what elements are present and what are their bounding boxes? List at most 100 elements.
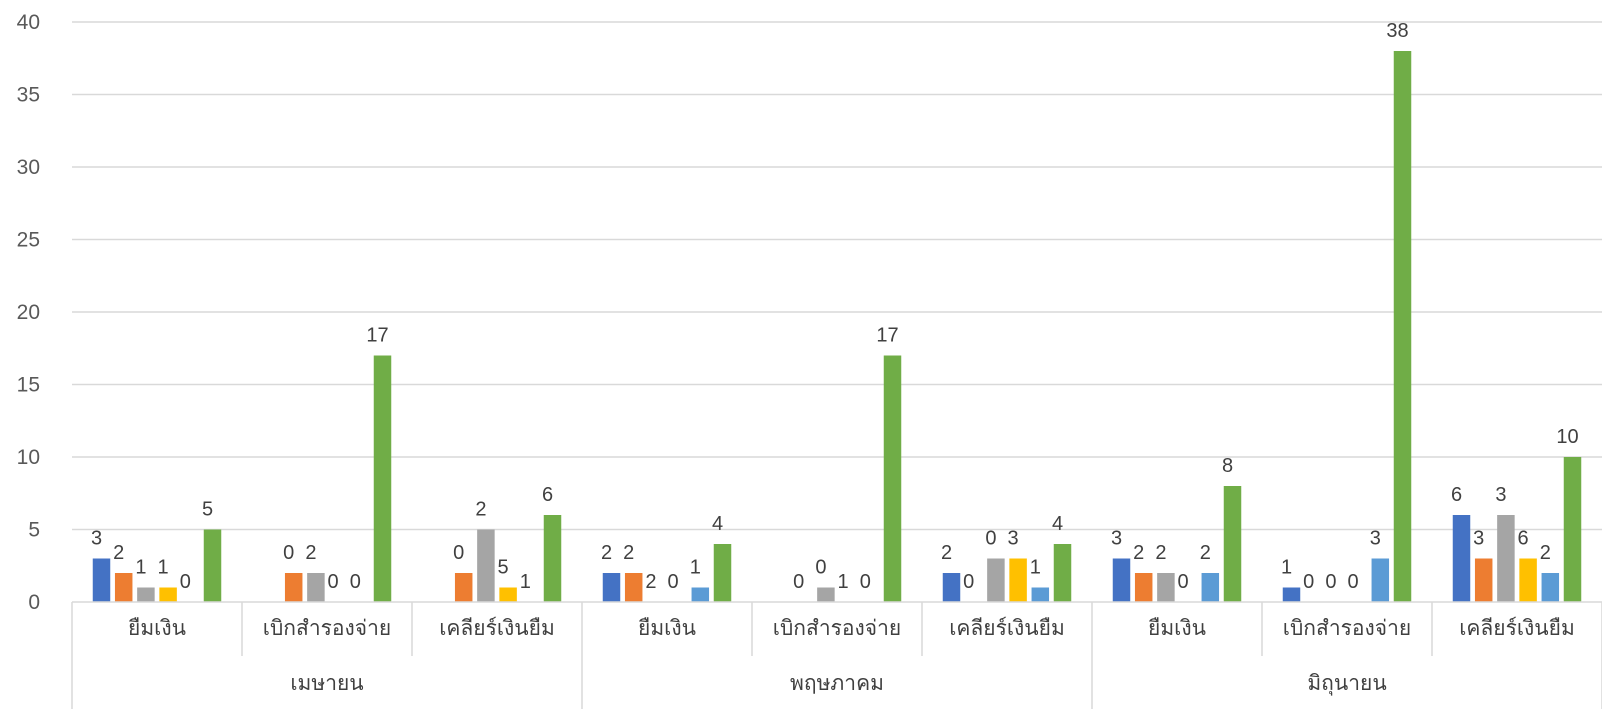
data-label: 0 [453, 542, 464, 564]
data-label: 4 [712, 513, 723, 535]
data-label: 0 [180, 571, 191, 593]
data-label: 0 [1348, 571, 1359, 593]
bar [454, 573, 473, 602]
data-label: 3 [91, 528, 102, 550]
bar [543, 515, 562, 602]
bar [817, 587, 835, 602]
data-label: 2 [113, 542, 124, 564]
bar [1371, 558, 1390, 602]
x-category-label: ยืมเงิน [638, 617, 696, 640]
data-label: 3 [1111, 528, 1122, 550]
data-label: 2 [601, 542, 612, 564]
data-label: 2 [1133, 542, 1144, 564]
data-label: 2 [305, 542, 316, 564]
bar [477, 529, 495, 602]
data-label: 6 [1518, 528, 1529, 550]
bar [1223, 486, 1242, 602]
data-label: 6 [542, 484, 553, 506]
gridlines [72, 21, 1602, 531]
bar [1393, 51, 1412, 602]
bar [284, 573, 303, 602]
bar [114, 573, 133, 602]
data-label: 2 [475, 499, 486, 521]
x-category-label: เบิกสำรองจ่าย [263, 617, 391, 640]
bar [883, 355, 902, 602]
data-label: 3 [1495, 484, 1506, 506]
y-tick-label: 0 [28, 591, 40, 614]
data-label: 3 [1473, 528, 1484, 550]
bar [1157, 573, 1175, 602]
y-tick-label: 10 [17, 446, 40, 469]
data-label: 3 [1008, 528, 1019, 550]
data-label: 0 [1303, 571, 1314, 593]
bar [1497, 515, 1515, 602]
bar [1053, 544, 1072, 602]
bar [159, 587, 177, 602]
bar [713, 544, 732, 602]
data-label: 2 [645, 571, 656, 593]
data-label: 5 [498, 557, 509, 579]
bar [1541, 573, 1560, 602]
x-category-label: ยืมเงิน [1148, 617, 1206, 640]
y-tick-label: 15 [17, 374, 40, 397]
data-label: 2 [623, 542, 634, 564]
data-label: 8 [1222, 455, 1233, 477]
bar [1201, 573, 1220, 602]
y-tick-label: 5 [28, 519, 40, 542]
x-axis: ยืมเงิน เบิกสำรองจ่าย เคลียร์เงินยืม ยืมเงิ… [71, 601, 1602, 709]
y-axis-tick-labels: 0 5 10 15 20 25 30 35 40 [17, 11, 40, 614]
bar [624, 573, 643, 602]
x-category-label: ยืมเงิน [128, 617, 186, 640]
bar [1474, 558, 1493, 602]
x-category-label: เบิกสำรองจ่าย [1283, 617, 1411, 640]
x-category-label: เคลียร์เงินยืม [1459, 616, 1575, 640]
data-label: 0 [1325, 571, 1336, 593]
bar [307, 573, 325, 602]
bar [1134, 573, 1153, 602]
data-label: 17 [366, 325, 388, 347]
y-tick-label: 30 [17, 156, 40, 179]
data-label: 1 [690, 557, 701, 579]
y-tick-label: 35 [17, 84, 40, 107]
data-label: 1 [838, 571, 849, 593]
data-label: 3 [1370, 528, 1381, 550]
data-label: 0 [793, 571, 804, 593]
bar [373, 355, 392, 602]
data-label: 0 [283, 542, 294, 564]
data-label: 0 [1178, 571, 1189, 593]
bar [203, 529, 222, 602]
data-label: 17 [876, 325, 898, 347]
data-label: 1 [1281, 557, 1292, 579]
data-label: 1 [1030, 557, 1041, 579]
y-tick-label: 25 [17, 229, 40, 252]
data-label: 1 [158, 557, 169, 579]
x-group-label: พฤษภาคม [790, 672, 884, 695]
data-label: 1 [520, 571, 531, 593]
bar [987, 558, 1005, 602]
bar [1519, 558, 1537, 602]
bar [137, 587, 155, 602]
x-category-label: เคลียร์เงินยืม [439, 616, 555, 640]
data-label: 0 [860, 571, 871, 593]
bar [499, 587, 517, 602]
data-label: 2 [1540, 542, 1551, 564]
data-label: 5 [202, 499, 213, 521]
bar [1112, 558, 1131, 602]
data-label: 4 [1052, 513, 1063, 535]
data-label: 0 [963, 571, 974, 593]
data-label: 0 [985, 528, 996, 550]
bar [691, 587, 710, 602]
data-label: 2 [1200, 542, 1211, 564]
data-label: 38 [1386, 20, 1408, 42]
y-tick-label: 20 [17, 301, 40, 324]
data-label: 10 [1556, 426, 1578, 448]
data-label: 0 [668, 571, 679, 593]
data-label: 2 [1155, 542, 1166, 564]
x-category-label: เบิกสำรองจ่าย [773, 617, 901, 640]
data-label: 2 [941, 542, 952, 564]
data-label: 0 [328, 571, 339, 593]
data-label: 6 [1451, 484, 1462, 506]
bar [1452, 515, 1471, 602]
